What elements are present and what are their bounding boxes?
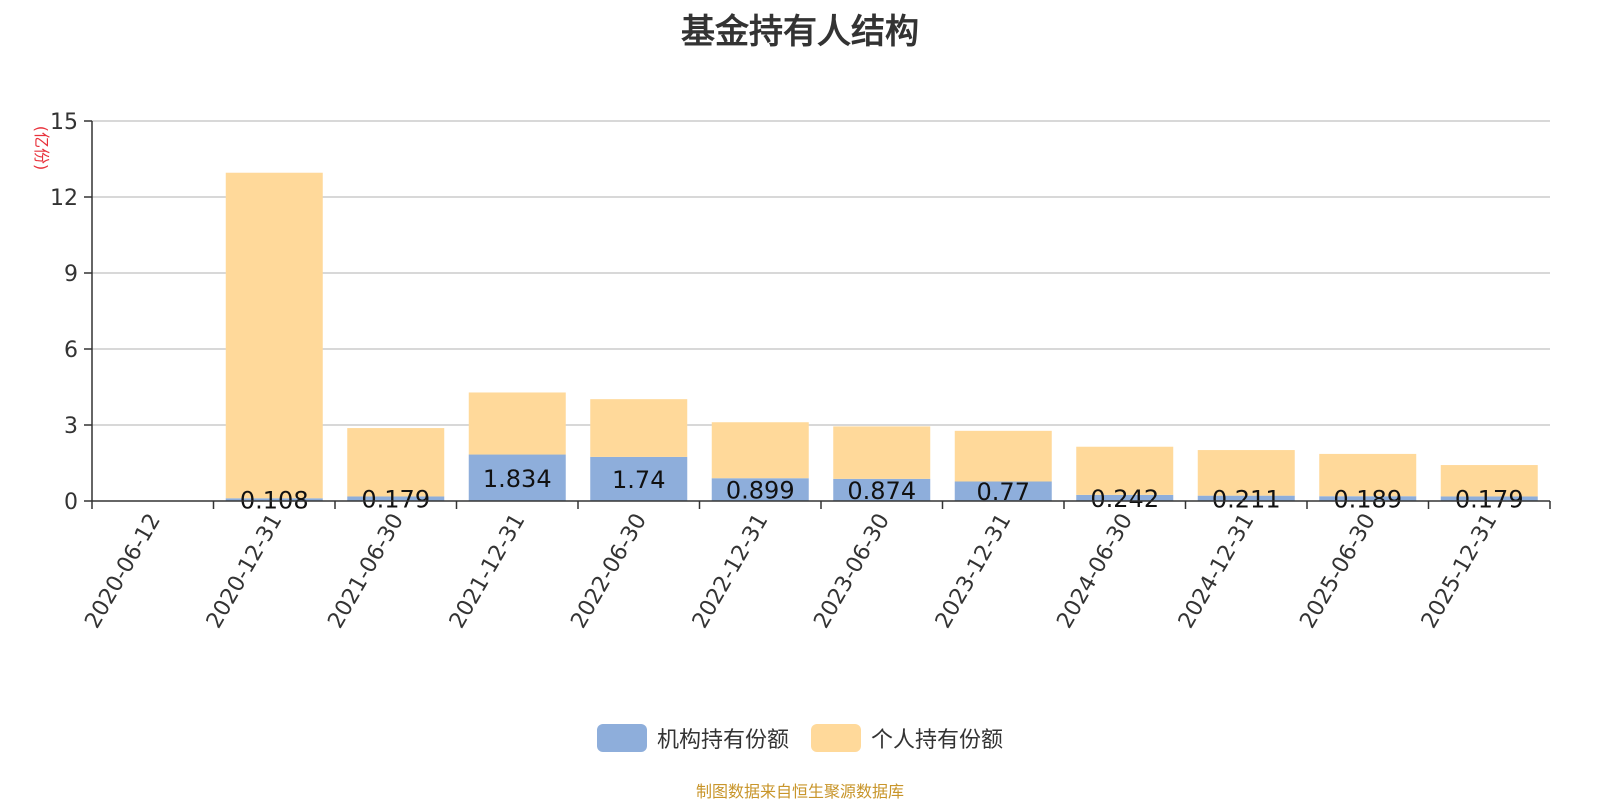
x-tick-label: 2024-12-31 — [1174, 510, 1260, 633]
bar-institution — [1076, 494, 1174, 501]
bar-individual — [1440, 465, 1538, 497]
bar-label-institution: 0.242 — [1090, 485, 1159, 513]
bar-institution — [468, 454, 566, 501]
y-tick-label: 6 — [64, 338, 78, 363]
bar-institution — [347, 496, 445, 501]
bar-individual — [833, 426, 931, 479]
x-tick-label: 2022-12-31 — [688, 510, 774, 633]
bar-label-institution: 0.211 — [1212, 485, 1281, 513]
legend-swatch-institution — [596, 724, 647, 752]
y-tick-label: 0 — [64, 490, 78, 515]
bar-label-institution: 0.179 — [361, 486, 430, 514]
bar-institution — [954, 481, 1052, 501]
x-tick-label: 2025-12-31 — [1417, 510, 1503, 633]
bar-label-institution: 0.77 — [977, 478, 1030, 506]
y-tick-label: 9 — [64, 262, 78, 287]
legend-swatch-individual — [811, 724, 861, 752]
bar-label-institution: 0.189 — [1333, 486, 1402, 514]
source-note: 制图数据来自恒生聚源数据库 — [695, 782, 904, 801]
legend-label-institution: 机构持有份额 — [656, 728, 789, 753]
bar-label-institution: 1.834 — [483, 465, 552, 493]
x-tick-label: 2021-12-31 — [445, 510, 531, 633]
bar-institution — [1197, 495, 1295, 501]
legend: 机构持有份额 个人持有份额 — [0, 722, 1600, 754]
bar-label-institution: 0.899 — [726, 477, 795, 505]
bar-individual — [468, 392, 566, 455]
y-tick-label: 15 — [50, 110, 78, 135]
bar-institution — [711, 478, 809, 501]
grid-lines — [92, 120, 1550, 426]
bar-label-institution: 0.179 — [1455, 486, 1524, 514]
bar-label-institution: 1.74 — [612, 466, 665, 494]
bars — [225, 172, 1538, 501]
x-tick-label: 2021-06-30 — [323, 510, 409, 633]
bar-institution — [225, 498, 323, 501]
y-tick-label: 3 — [64, 414, 78, 439]
x-tick-label: 2024-06-30 — [1052, 510, 1138, 633]
x-tick-label: 2020-06-12 — [80, 510, 166, 633]
bar-individual — [1076, 446, 1174, 495]
bar-individual — [1319, 453, 1417, 497]
bar-individual — [954, 430, 1052, 482]
bar-institution — [590, 456, 688, 501]
bar-institution — [1319, 496, 1417, 501]
bar-institution — [833, 478, 931, 501]
x-tick-label: 2022-06-30 — [566, 510, 652, 633]
x-tick-label: 2023-12-31 — [931, 510, 1017, 633]
bar-individual — [347, 428, 445, 497]
legend-label-individual: 个人持有份额 — [871, 728, 1004, 753]
bar-institution — [1440, 496, 1538, 501]
x-tick-label: 2023-06-30 — [809, 510, 895, 633]
bar-individual — [711, 422, 809, 479]
chart-title: 基金持有人结构 — [681, 12, 919, 52]
y-tick-label: 12 — [50, 186, 78, 211]
x-tick-label: 2025-06-30 — [1295, 510, 1381, 633]
bar-individual — [1197, 450, 1295, 496]
y-axis-label: (亿份) — [32, 126, 51, 171]
x-tick-label: 2020-12-31 — [202, 510, 288, 633]
legend-item-individual[interactable]: 个人持有份额 — [811, 722, 1003, 754]
legend-item-institution[interactable]: 机构持有份额 — [596, 722, 789, 754]
bar-individual — [590, 399, 688, 457]
bar-individual — [225, 172, 323, 499]
